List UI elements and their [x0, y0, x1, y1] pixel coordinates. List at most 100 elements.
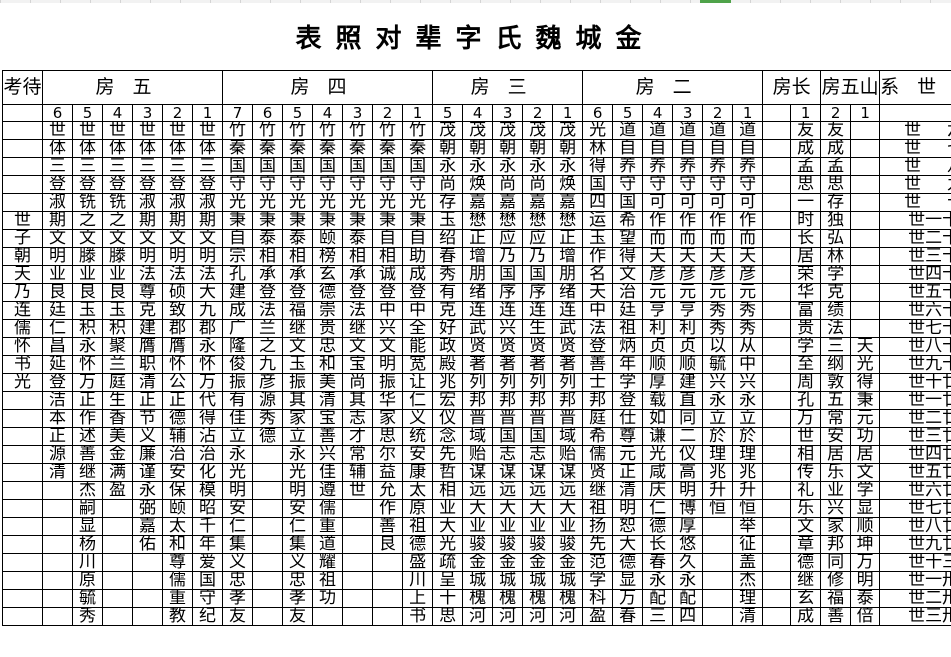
name-cell[interactable]: 德 [642, 517, 674, 536]
name-cell[interactable]: 明 [850, 571, 881, 590]
name-cell[interactable]: 体 [191, 139, 224, 158]
name-cell[interactable]: 光 [222, 463, 254, 482]
name-cell[interactable]: 道 [612, 121, 644, 140]
name-cell[interactable]: 兆 [732, 463, 764, 482]
name-cell[interactable]: 存 [432, 193, 464, 212]
sub-header-fang3-5[interactable]: 5 [432, 104, 464, 122]
name-cell[interactable]: 万 [191, 373, 224, 392]
generation-cell[interactable]: 世三卅 [879, 607, 951, 626]
name-cell[interactable]: 爱 [191, 553, 224, 572]
name-cell[interactable]: 期 [191, 211, 224, 230]
generation-cell[interactable]: 世二廿 [879, 409, 951, 428]
generation-cell[interactable]: 世九 [879, 175, 951, 194]
name-cell[interactable]: 明 [612, 499, 644, 518]
name-cell[interactable]: 载 [642, 391, 674, 410]
name-cell[interactable]: 全 [402, 319, 434, 338]
name-cell[interactable]: 亨 [672, 301, 704, 320]
name-cell[interactable]: 金 [552, 553, 584, 572]
name-cell[interactable]: 国 [402, 157, 434, 176]
name-cell[interactable] [342, 571, 374, 590]
name-cell[interactable] [762, 337, 792, 356]
name-cell[interactable]: 源 [252, 391, 284, 410]
name-cell[interactable]: 长 [790, 229, 822, 248]
name-cell[interactable]: 秉 [342, 211, 374, 230]
name-cell[interactable]: 自 [642, 139, 674, 158]
name-cell[interactable]: 文 [850, 463, 881, 482]
name-cell[interactable]: 友 [820, 121, 852, 140]
name-cell[interactable]: 运 [582, 211, 614, 230]
name-cell[interactable]: 秉 [372, 211, 404, 230]
name-cell[interactable]: 邦 [820, 535, 852, 554]
name-cell[interactable]: 焕 [462, 175, 494, 194]
generation-cell[interactable]: 世八廿 [879, 517, 951, 536]
name-cell[interactable]: 期 [42, 211, 73, 230]
name-cell[interactable] [42, 499, 73, 518]
name-cell[interactable]: 大 [191, 283, 224, 302]
name-cell[interactable]: 秉 [222, 211, 254, 230]
sub-header-fang5-4[interactable]: 4 [102, 104, 133, 122]
name-cell[interactable] [850, 193, 881, 212]
name-cell[interactable]: 连 [522, 301, 554, 320]
name-cell[interactable]: 杨 [72, 535, 103, 554]
name-cell[interactable]: 登 [42, 175, 73, 194]
name-cell[interactable] [342, 589, 374, 608]
name-cell[interactable]: 泰 [342, 229, 374, 248]
name-cell[interactable]: 应 [492, 229, 524, 248]
name-cell[interactable]: 滕 [72, 247, 103, 266]
name-cell[interactable] [762, 139, 792, 158]
name-cell[interactable]: 列 [492, 373, 524, 392]
name-cell[interactable]: 文 [790, 517, 822, 536]
name-cell[interactable]: 宝 [342, 355, 374, 374]
name-cell[interactable]: 铣 [102, 193, 133, 212]
name-cell[interactable]: 义 [222, 553, 254, 572]
name-cell[interactable]: 懋 [462, 211, 494, 230]
name-cell[interactable]: 淑 [132, 193, 163, 212]
name-cell[interactable]: 永 [132, 481, 163, 500]
name-cell[interactable]: 养 [642, 157, 674, 176]
name-cell[interactable]: 家 [282, 409, 314, 428]
name-cell[interactable]: 养 [672, 157, 704, 176]
name-cell[interactable]: 宏 [432, 391, 464, 410]
name-cell[interactable]: 庭 [582, 409, 614, 428]
name-cell[interactable]: 能 [402, 337, 434, 356]
name-cell[interactable]: 得 [191, 409, 224, 428]
name-cell[interactable]: 立 [282, 427, 314, 446]
name-cell[interactable] [762, 319, 792, 338]
name-cell[interactable] [102, 517, 133, 536]
name-cell[interactable]: 元 [732, 283, 764, 302]
header-fangwushan[interactable]: 房五山 [820, 70, 881, 105]
generation-cell[interactable]: 世一十 [879, 211, 951, 230]
name-cell[interactable]: 嘉 [552, 193, 584, 212]
name-cell[interactable]: 希 [612, 211, 644, 230]
name-cell[interactable]: 邦 [582, 391, 614, 410]
name-cell[interactable] [42, 517, 73, 536]
name-cell[interactable]: 守 [732, 175, 764, 194]
name-cell[interactable]: 居 [790, 247, 822, 266]
name-cell[interactable]: 守 [312, 175, 344, 194]
name-cell[interactable]: 永 [222, 445, 254, 464]
name-cell[interactable]: 和 [312, 355, 344, 374]
name-cell[interactable]: 天 [642, 247, 674, 266]
generation-cell[interactable]: 世二卅 [879, 589, 951, 608]
name-cell[interactable]: 秦 [372, 139, 404, 158]
name-cell[interactable]: 之 [72, 211, 103, 230]
name-cell[interactable]: 祖 [582, 499, 614, 518]
name-cell[interactable]: 忠 [222, 571, 254, 590]
name-cell[interactable]: 一 [790, 193, 822, 212]
name-cell[interactable]: 茂 [462, 121, 494, 140]
name-cell[interactable]: 守 [642, 175, 674, 194]
generation-cell[interactable]: 世六廿 [879, 481, 951, 500]
name-cell[interactable] [372, 571, 404, 590]
kaodai-cell[interactable] [2, 499, 43, 518]
name-cell[interactable]: 让 [402, 373, 434, 392]
name-cell[interactable]: 生 [522, 319, 554, 338]
name-cell[interactable]: 业 [432, 499, 464, 518]
kaodai-cell[interactable] [2, 607, 43, 626]
name-cell[interactable] [342, 553, 374, 572]
name-cell[interactable]: 功 [312, 589, 344, 608]
name-cell[interactable]: 得 [850, 373, 881, 392]
name-cell[interactable]: 廷 [42, 301, 73, 320]
name-cell[interactable]: 秀 [702, 301, 734, 320]
name-cell[interactable]: 业 [552, 517, 584, 536]
name-cell[interactable]: 明 [282, 481, 314, 500]
